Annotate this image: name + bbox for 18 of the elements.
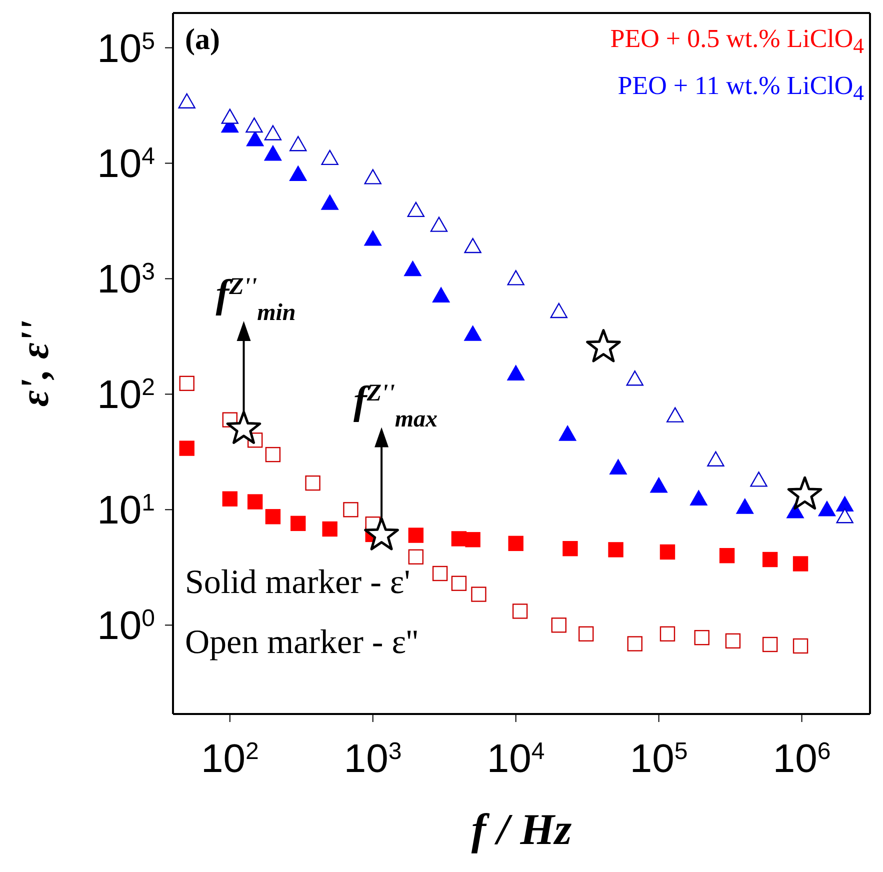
text: PEO + 0.5 wt.% LiClO$_{4}$ [610,23,864,60]
annotation: Open marker - ε'' [185,624,418,662]
x-tick-label: 10$^{3}$ [344,737,402,781]
annotation: Solid marker - ε' [185,564,410,602]
x-tick-label: 10$^{2}$ [200,737,259,781]
y-tick-label: 10$^{3}$ [97,258,155,302]
text: PEO + 11 wt.% LiClO$_{4}$ [616,70,864,108]
x-tick-label: 10$^{5}$ [630,737,688,781]
y-tick-label: 10$^{5}$ [97,26,155,71]
x-tick-label: 10$^{6}$ [772,737,831,781]
y-tick-label: 10$^{0}$ [97,604,155,648]
x-axis-title: f / Hz [471,805,572,854]
x-tick-label: 10$^{4}$ [486,737,545,781]
y-tick-label: 10$^{2}$ [97,373,155,418]
y-axis-title: ε', ε'' [12,320,57,407]
y-tick-label: 10$^{1}$ [97,488,155,533]
annotation: (a) [185,23,220,57]
y-tick-label: 10$^{4}$ [97,142,155,186]
